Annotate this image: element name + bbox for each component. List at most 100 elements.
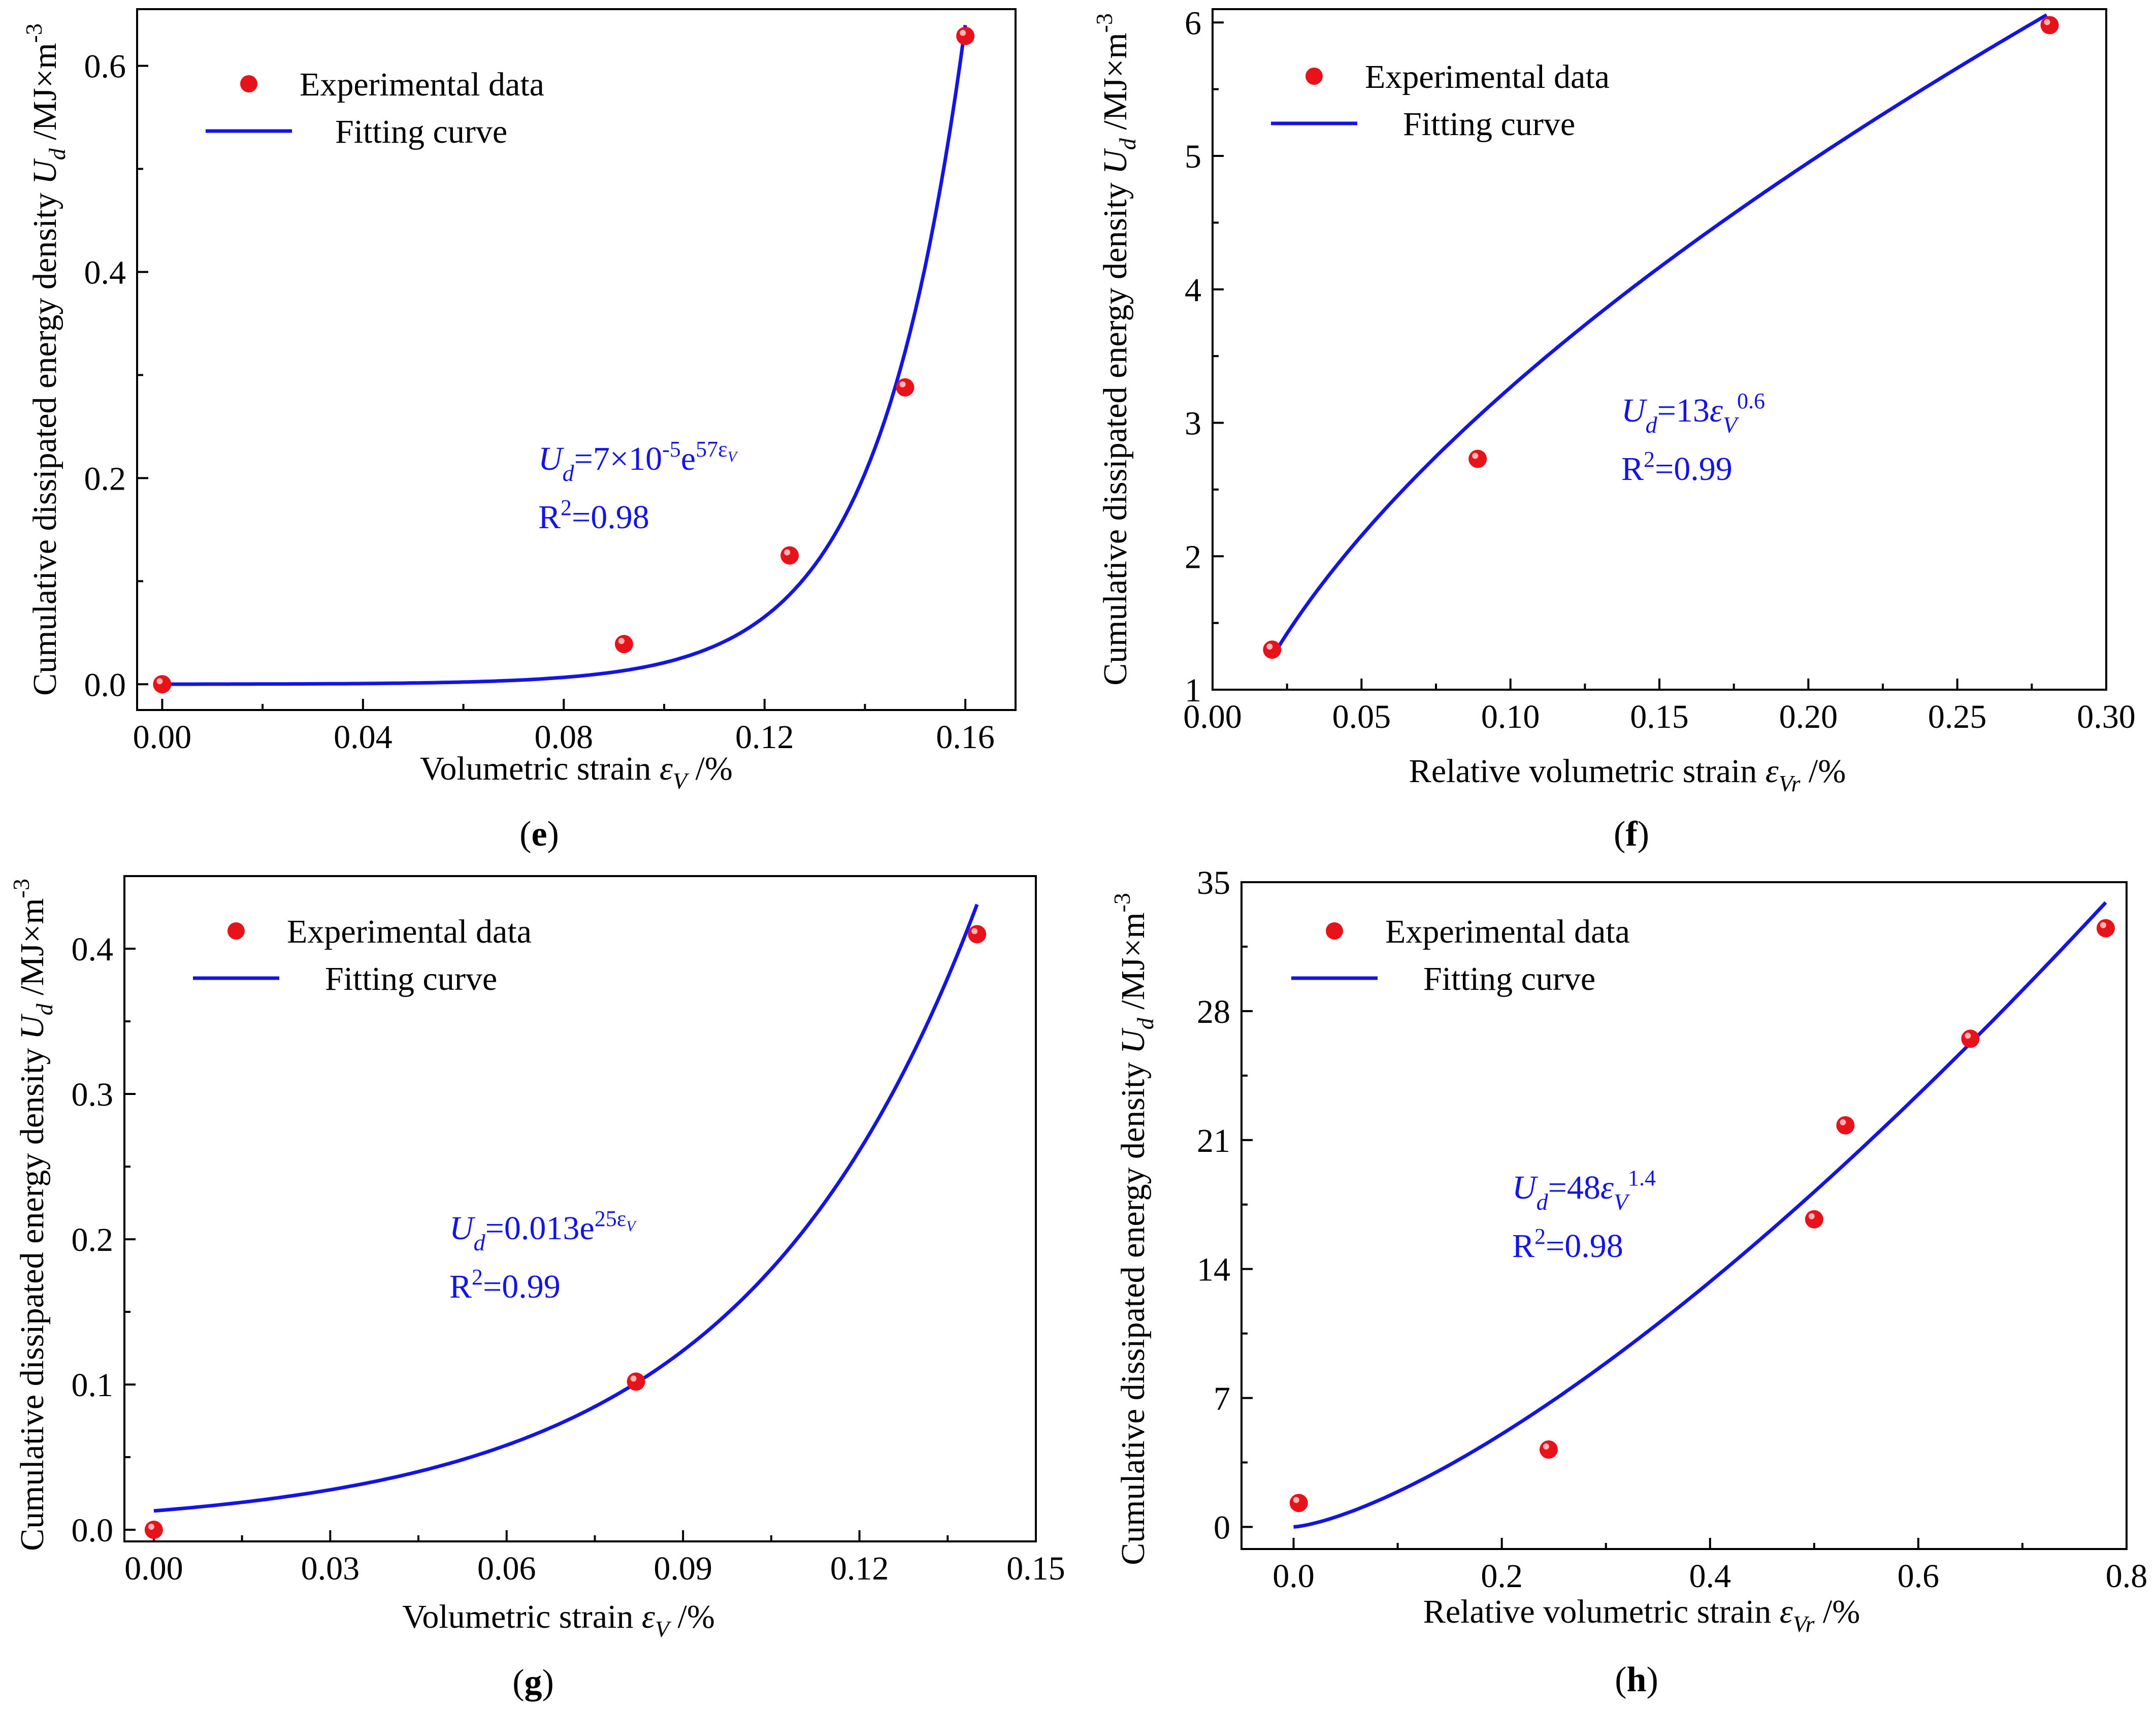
legend-label-experimental-e: Experimental data: [300, 66, 544, 103]
equation-f: Ud=13εV0.6: [1621, 389, 1765, 438]
y-axis-title-e: Cumulative dissipated energy density Ud …: [21, 23, 70, 696]
chart-f-svg: 0.00 0.05 0.10 0.15 0.20 0.25 0.30 1 2 3 4 5 6 Expe…: [1091, 5, 2136, 854]
x-tick-label: 0.10: [1481, 698, 1540, 735]
x-tick-label: 0.2: [1481, 1558, 1523, 1595]
x-tick-label: 0.06: [477, 1550, 536, 1587]
x-axis-title-f: Relative volumetric strain εVr /%: [1409, 753, 1846, 796]
y-tick-label: 7: [1214, 1380, 1230, 1417]
x-tick-label: 0.15: [1006, 1550, 1065, 1587]
x-tick-label: 0.09: [654, 1550, 712, 1587]
panel-label-f: (f): [1614, 815, 1649, 854]
data-point: [780, 546, 799, 565]
x-tick-label: 0.15: [1630, 698, 1689, 735]
points-e: [153, 26, 975, 694]
data-point: [968, 925, 987, 944]
data-point: [627, 1372, 645, 1391]
x-ticks-h: 0.0 0.2 0.4 0.6 0.8: [1272, 1538, 2147, 1595]
data-point: [614, 635, 633, 654]
data-point-highlight: [1965, 1033, 1971, 1039]
y-tick-label: 0.4: [72, 931, 114, 968]
y-tick-label: 14: [1197, 1251, 1230, 1288]
data-point: [2040, 16, 2059, 35]
y-ticks-f: 1 2 3 4 5 6: [1185, 5, 1224, 709]
y-tick-label: 0.0: [84, 666, 126, 703]
data-point-highlight: [630, 1375, 637, 1382]
chart-panel-h: 0.0 0.2 0.4 0.6 0.8 0 7 14 21 28 35 Experimental …: [1078, 853, 2156, 1709]
panel-label-e: (e): [519, 815, 559, 854]
r2-e: R2=0.98: [538, 495, 649, 536]
legend-g: Experimental data Fitting curve: [193, 913, 532, 997]
y-tick-label: 1: [1185, 672, 1201, 709]
fitting-curve: [1293, 901, 2107, 1529]
y-tick-label: 0.6: [84, 48, 126, 85]
legend-label-experimental-h: Experimental data: [1385, 913, 1630, 950]
x-ticks-g: 0.00 0.03 0.06 0.09 0.12 0.15: [124, 1530, 1065, 1587]
data-point-highlight: [2100, 922, 2106, 928]
data-point: [1805, 1210, 1823, 1229]
equation-g: Ud=0.013e25εV: [449, 1206, 637, 1255]
plot-area-f: 0.00 0.05 0.10 0.15 0.20 0.25 0.30 1 2 3 4 5 6: [1183, 5, 2136, 735]
legend-label-fitting-e: Fitting curve: [335, 113, 507, 150]
chart-panel-f: 0.00 0.05 0.10 0.15 0.20 0.25 0.30 1 2 3 4 5 6 Expe…: [1078, 0, 2156, 854]
data-point: [956, 26, 975, 45]
data-point-highlight: [1840, 1119, 1846, 1125]
data-point: [1836, 1116, 1855, 1135]
equation-h: Ud=48εV1.4: [1512, 1166, 1656, 1215]
data-point-highlight: [971, 928, 978, 934]
plot-area-e: 0.00 0.04 0.08 0.12 0.16 0.0 0.2 0.4 0.6: [84, 8, 1017, 756]
chart-e-svg: 0.00 0.04 0.08 0.12 0.16 0.0 0.2 0.4 0.6 Experi…: [21, 8, 1017, 854]
y-tick-label: 3: [1185, 405, 1201, 442]
y-ticks-h: 0 7 14 21 28 35: [1197, 864, 1253, 1546]
x-tick-label: 0.12: [735, 719, 794, 756]
data-point-highlight: [899, 381, 906, 388]
legend-e: Experimental data Fitting curve: [206, 66, 544, 150]
chart-g-svg: 0.00 0.03 0.06 0.09 0.12 0.15 0.0 0.1 0.2 0.3 0.4…: [8, 875, 1065, 1702]
legend-label-fitting-f: Fitting curve: [1403, 106, 1575, 143]
fitting-curve: [153, 904, 979, 1513]
x-tick-label: 0.08: [535, 719, 594, 756]
x-tick-label: 0.00: [124, 1550, 183, 1587]
legend-label-experimental-g: Experimental data: [287, 913, 532, 950]
y-tick-label: 4: [1185, 272, 1201, 309]
y-tick-label: 5: [1185, 138, 1201, 175]
x-axis-title-h: Relative volumetric strain εVr /%: [1423, 1593, 1860, 1637]
y-tick-label: 35: [1197, 864, 1230, 901]
x-ticks-f: 0.00 0.05 0.10 0.15 0.20 0.25 0.30: [1183, 679, 2136, 735]
y-tick-label: 0.1: [72, 1367, 114, 1404]
fit-f: [1270, 13, 2048, 658]
panel-label-h: (h): [1615, 1660, 1658, 1699]
equation-e: Ud=7×10-5e57εV: [538, 437, 739, 486]
data-point: [153, 675, 172, 694]
data-point-highlight: [1808, 1213, 1815, 1219]
x-tick-label: 0.6: [1898, 1558, 1940, 1595]
data-point: [1539, 1440, 1558, 1459]
r2-h: R2=0.98: [1512, 1224, 1623, 1265]
x-tick-label: 0.00: [133, 719, 192, 756]
fitting-curve: [1270, 13, 2048, 658]
legend-point-marker-g: [227, 922, 245, 940]
plot-frame-h: [1240, 881, 2128, 1550]
data-point: [1468, 449, 1487, 468]
data-point: [2096, 919, 2115, 938]
legend-label-experimental-f: Experimental data: [1365, 58, 1610, 95]
y-tick-label: 0.2: [72, 1221, 114, 1259]
data-point: [144, 1521, 163, 1539]
x-tick-label: 0.03: [301, 1550, 360, 1587]
plot-frame-e: [136, 8, 1017, 711]
y-tick-label: 28: [1197, 993, 1230, 1030]
r2-f: R2=0.99: [1621, 447, 1733, 488]
data-point-highlight: [1293, 1497, 1299, 1503]
y-tick-label: 0.4: [84, 254, 126, 292]
points-g: [144, 925, 987, 1539]
x-tick-label: 0.0: [1272, 1558, 1315, 1595]
y-tick-label: 0.0: [72, 1512, 114, 1549]
data-point-highlight: [1266, 643, 1273, 650]
x-axis-title-e: Volumetric strain εV /%: [420, 750, 733, 794]
x-tick-label: 0.00: [1183, 698, 1242, 735]
data-point: [1263, 640, 1282, 659]
legend-h: Experimental data Fitting curve: [1291, 913, 1630, 997]
fitting-curve: [162, 24, 967, 686]
data-point-highlight: [618, 638, 625, 644]
data-point-highlight: [1543, 1443, 1549, 1450]
plot-area-g: 0.00 0.03 0.06 0.09 0.12 0.15 0.0 0.1 0.2 0.3 0.4: [72, 875, 1065, 1587]
